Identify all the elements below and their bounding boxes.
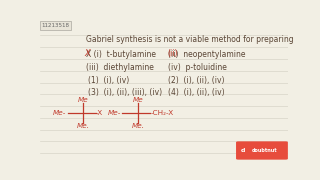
Text: (4)  (i), (ii), (iv): (4) (i), (ii), (iv) — [168, 88, 224, 97]
Text: (iv)  p-toluidine: (iv) p-toluidine — [168, 63, 227, 72]
Text: 11213518: 11213518 — [41, 23, 69, 28]
Text: Me-: Me- — [108, 110, 121, 116]
Text: Me: Me — [132, 97, 143, 103]
Text: X (i)  t-butylamine: X (i) t-butylamine — [86, 50, 156, 59]
Text: -CH₂-X: -CH₂-X — [151, 110, 174, 116]
Text: Gabriel synthesis is not a viable method for preparing: Gabriel synthesis is not a viable method… — [86, 35, 293, 44]
Text: Me.: Me. — [77, 123, 90, 129]
Text: (ii)  neopentylamine: (ii) neopentylamine — [168, 50, 245, 59]
Text: Me: Me — [78, 97, 89, 103]
Text: (3)  (i), (ii), (iii), (iv): (3) (i), (ii), (iii), (iv) — [88, 88, 163, 97]
Text: -X: -X — [96, 110, 103, 116]
Text: Me-: Me- — [53, 110, 67, 116]
Text: (ii): (ii) — [167, 49, 178, 58]
Text: X: X — [84, 49, 90, 58]
Text: (1)  (i), (iv): (1) (i), (iv) — [88, 76, 130, 85]
Text: (iii)  diethylamine: (iii) diethylamine — [86, 63, 154, 72]
Text: Me.: Me. — [132, 123, 144, 129]
Text: (2)  (i), (ii), (iv): (2) (i), (ii), (iv) — [168, 76, 224, 85]
